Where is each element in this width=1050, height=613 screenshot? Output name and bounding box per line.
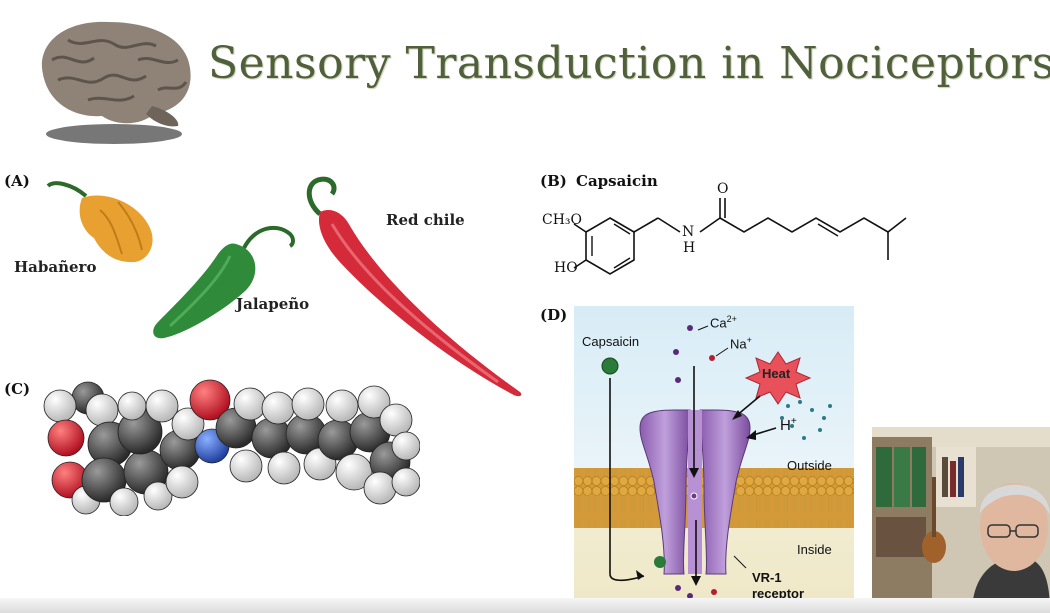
panel-d-label: (D) (540, 306, 568, 324)
sodium-ion-label: Na+ (730, 335, 752, 352)
jalapeno-label: Jalapeño (236, 295, 310, 313)
habanero-pepper-icon (46, 181, 153, 263)
webcam-presenter-icon (872, 427, 1050, 613)
carbonyl-oxygen: O (717, 181, 729, 197)
habanero-label: Habañero (14, 258, 97, 276)
outside-label: Outside (787, 458, 832, 473)
red-chile-label: Red chile (386, 211, 465, 229)
hydroxyl-group: HO (554, 260, 578, 276)
receptor-label-line2: receptor (752, 586, 805, 601)
inside-label: Inside (797, 542, 832, 557)
panel-c-label: (C) (4, 380, 31, 398)
heat-burst-label: Heat (762, 366, 791, 381)
vr1-channel-diagram (574, 306, 854, 598)
receptor-label-line1: VR-1 (752, 570, 782, 585)
amide-hydrogen: H (683, 240, 696, 256)
red-chile-pepper-icon (306, 176, 522, 397)
jalapeno-pepper-icon (153, 225, 295, 339)
slide-title: Sensory Transduction in Nociceptors (208, 38, 1050, 89)
proton-label: H+ (780, 416, 797, 434)
calcium-ion-label: Ca2+ (710, 314, 737, 331)
capsaicin-name: Capsaicin (576, 172, 658, 190)
methoxy-group: CH₃O (542, 212, 583, 228)
panel-a-label: (A) (4, 172, 30, 190)
capsaicin-label: Capsaicin (582, 334, 640, 349)
brain-icon (41, 21, 191, 144)
bottom-bar (0, 598, 1050, 613)
amide-nitrogen: N (682, 224, 695, 240)
space-filling-model (43, 379, 420, 516)
panel-b-label: (B) (540, 172, 567, 190)
capsaicin-structure (573, 198, 907, 275)
